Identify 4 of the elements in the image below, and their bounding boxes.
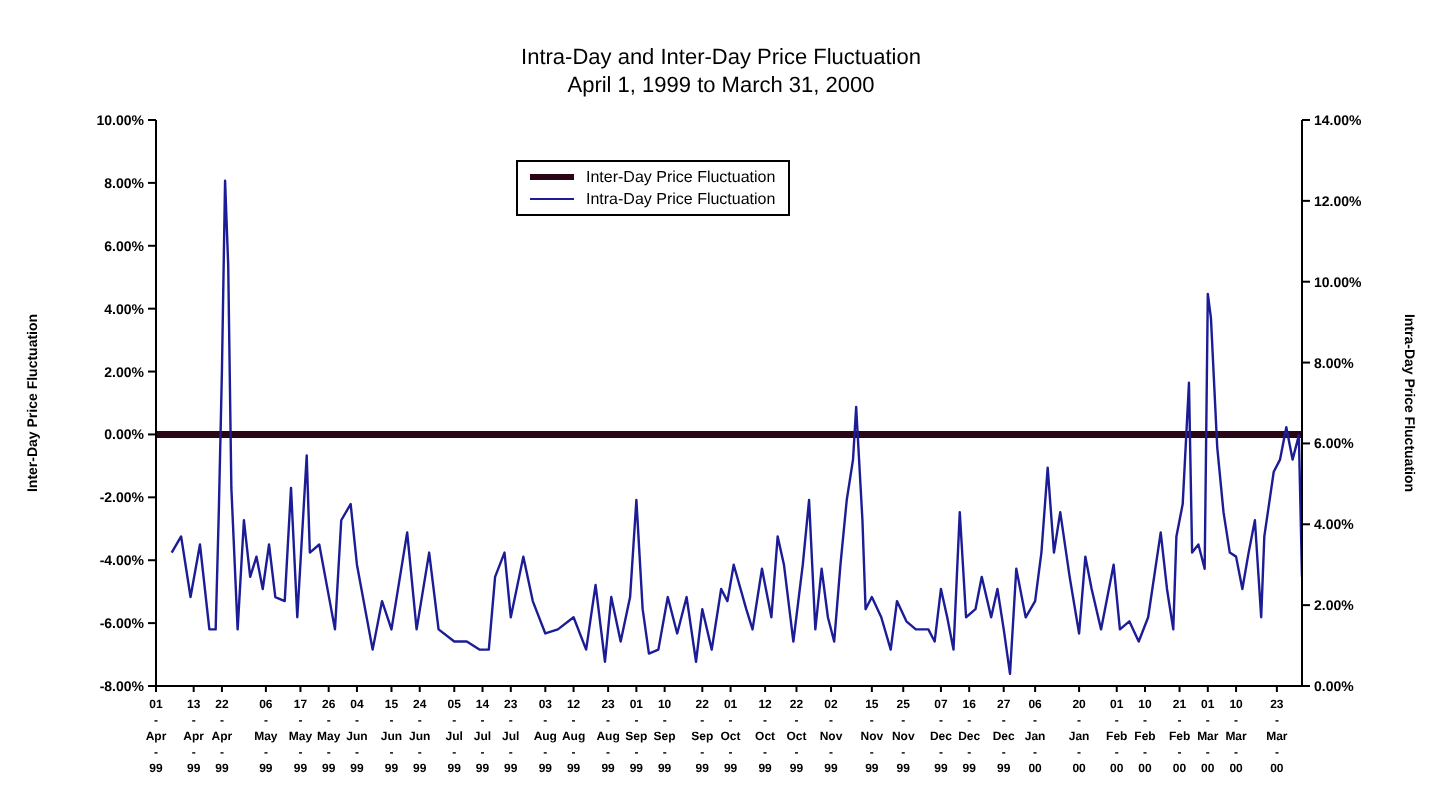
legend-label: Intra-Day Price Fluctuation	[586, 188, 776, 210]
chart-title: Intra-Day and Inter-Day Price Fluctuation	[519, 44, 923, 72]
chart-subtitle: April 1, 1999 to March 31, 2000	[565, 72, 877, 100]
legend-label: Inter-Day Price Fluctuation	[586, 166, 776, 188]
